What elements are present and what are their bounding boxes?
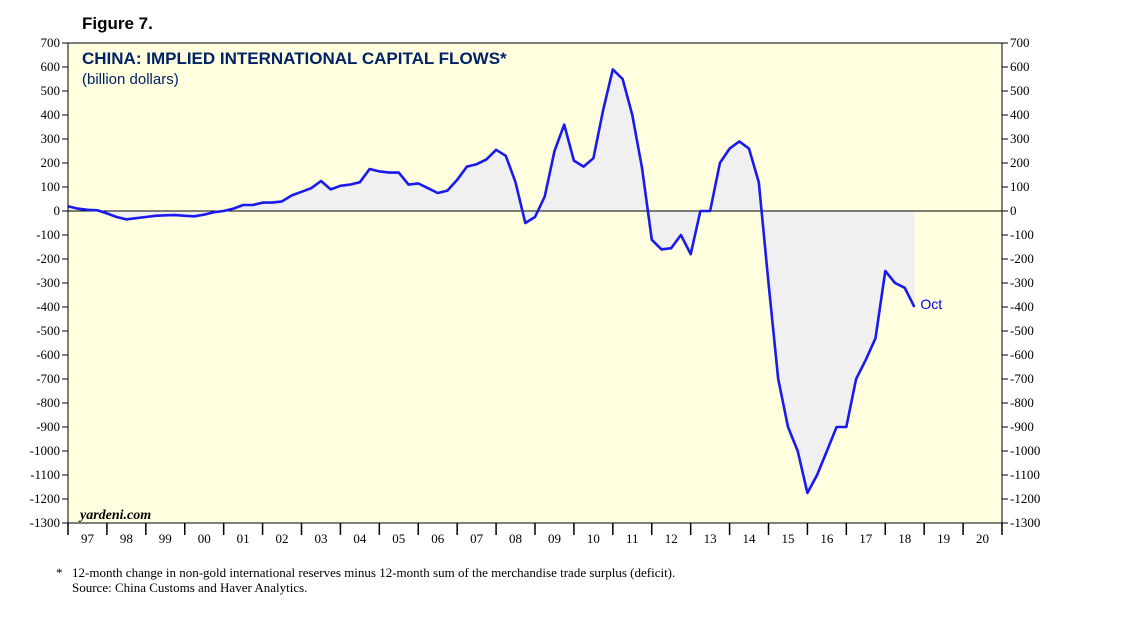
x-tick-label: 09 (548, 531, 561, 546)
y-tick-label-left: -1300 (30, 515, 60, 530)
y-axis-right: 700 600 500 400 300 200 100 0 -100 -200 -300 -400 -5… (1002, 35, 1040, 530)
y-tick-label-left: -1200 (30, 491, 60, 506)
x-tick-label: 97 (81, 531, 95, 546)
x-tick-label: 08 (509, 531, 522, 546)
y-tick-label-left: 700 (41, 35, 61, 50)
x-tick-label: 11 (626, 531, 639, 546)
end-label: Oct (920, 296, 942, 312)
y-tick-label-right: -700 (1010, 371, 1034, 386)
x-tick-label: 19 (937, 531, 950, 546)
x-tick-label: 17 (859, 531, 873, 546)
y-axis-left: 700 600 500 400 300 200 100 0 -100 -200 -300 -400 -5… (30, 35, 68, 530)
y-tick-label-right: -100 (1010, 227, 1034, 242)
y-tick-label-left: -600 (36, 347, 60, 362)
y-tick-label-right: -800 (1010, 395, 1034, 410)
x-tick-label: 06 (431, 531, 445, 546)
x-tick-label: 98 (120, 531, 133, 546)
chart-subtitle: (billion dollars) (82, 71, 179, 88)
x-axis: 97 98 99 00 01 02 03 04 05 06 07 08 09 10 11 12 13 14 15 16… (67, 523, 1003, 546)
y-tick-label-right: -900 (1010, 419, 1034, 434)
chart-title: CHINA: IMPLIED INTERNATIONAL CAPITAL FLO… (82, 49, 507, 68)
y-tick-label-left: 0 (54, 203, 61, 218)
x-tick-label: 04 (353, 531, 367, 546)
y-tick-label-right: 300 (1010, 131, 1030, 146)
x-tick-label: 15 (781, 531, 794, 546)
x-tick-label: 13 (704, 531, 717, 546)
y-tick-label-left: 400 (41, 107, 61, 122)
y-tick-label-right: -400 (1010, 299, 1034, 314)
x-tick-label: 14 (743, 531, 757, 546)
y-tick-label-left: -400 (36, 299, 60, 314)
x-tick-label: 12 (665, 531, 678, 546)
y-tick-label-right: 0 (1010, 203, 1017, 218)
x-tick-label: 00 (198, 531, 211, 546)
y-tick-label-left: 200 (41, 155, 61, 170)
source-text: Source: China Customs and Haver Analytic… (72, 580, 308, 595)
x-tick-label: 18 (898, 531, 911, 546)
figure-label: Figure 7. (82, 14, 153, 33)
footnote-text: 12-month change in non-gold internationa… (72, 565, 676, 580)
footnote-marker: * (56, 565, 63, 580)
x-tick-label: 03 (314, 531, 327, 546)
y-tick-label-left: -300 (36, 275, 60, 290)
y-tick-label-left: -1100 (30, 467, 60, 482)
x-tick-label: 05 (392, 531, 405, 546)
footnote: * 12-month change in non-gold internation… (56, 565, 675, 595)
x-tick-label: 99 (159, 531, 172, 546)
y-tick-label-right: -1100 (1010, 467, 1040, 482)
x-tick-label: 10 (587, 531, 600, 546)
x-tick-label: 07 (470, 531, 484, 546)
y-tick-label-left: -100 (36, 227, 60, 242)
y-tick-label-right: 500 (1010, 83, 1030, 98)
capital-flows-chart: 7006005004003002001000-100-200-300-400-5… (30, 35, 1041, 546)
y-tick-label-right: -500 (1010, 323, 1034, 338)
y-tick-label-left: 600 (41, 59, 61, 74)
y-tick-label-right: -300 (1010, 275, 1034, 290)
y-tick-label-left: 500 (41, 83, 61, 98)
y-tick-label-right: 700 (1010, 35, 1030, 50)
y-tick-label-right: -1200 (1010, 491, 1040, 506)
y-tick-label-left: 300 (41, 131, 61, 146)
y-tick-label-left: -800 (36, 395, 60, 410)
y-tick-label-right: 600 (1010, 59, 1030, 74)
y-tick-label-right: -1000 (1010, 443, 1040, 458)
y-tick-label-right: 400 (1010, 107, 1030, 122)
x-tick-label: 16 (820, 531, 834, 546)
y-tick-label-left: -700 (36, 371, 60, 386)
y-tick-label-right: -200 (1010, 251, 1034, 266)
y-tick-label-right: 100 (1010, 179, 1030, 194)
y-tick-label-right: -1300 (1010, 515, 1040, 530)
y-tick-label-left: -1000 (30, 443, 60, 458)
y-tick-label-left: -500 (36, 323, 60, 338)
y-tick-label-right: -600 (1010, 347, 1034, 362)
y-tick-label-right: 200 (1010, 155, 1030, 170)
y-tick-label-left: -200 (36, 251, 60, 266)
y-tick-label-left: 100 (41, 179, 61, 194)
series-line (67, 68, 916, 495)
x-tick-label: 20 (976, 531, 989, 546)
x-tick-label: 01 (237, 531, 250, 546)
x-tick-label: 02 (276, 531, 289, 546)
watermark-text: yardeni.com (78, 508, 151, 523)
y-tick-label-left: -900 (36, 419, 60, 434)
line-layer (67, 68, 916, 495)
